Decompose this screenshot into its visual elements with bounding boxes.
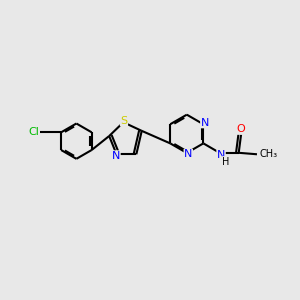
Text: N: N — [201, 118, 209, 128]
Text: N: N — [112, 151, 120, 161]
Text: H: H — [222, 157, 230, 166]
Text: N: N — [217, 150, 225, 160]
Text: N: N — [184, 149, 193, 159]
Text: O: O — [237, 124, 245, 134]
Text: S: S — [120, 116, 128, 126]
Text: CH₃: CH₃ — [259, 149, 278, 159]
Text: Cl: Cl — [28, 127, 39, 137]
